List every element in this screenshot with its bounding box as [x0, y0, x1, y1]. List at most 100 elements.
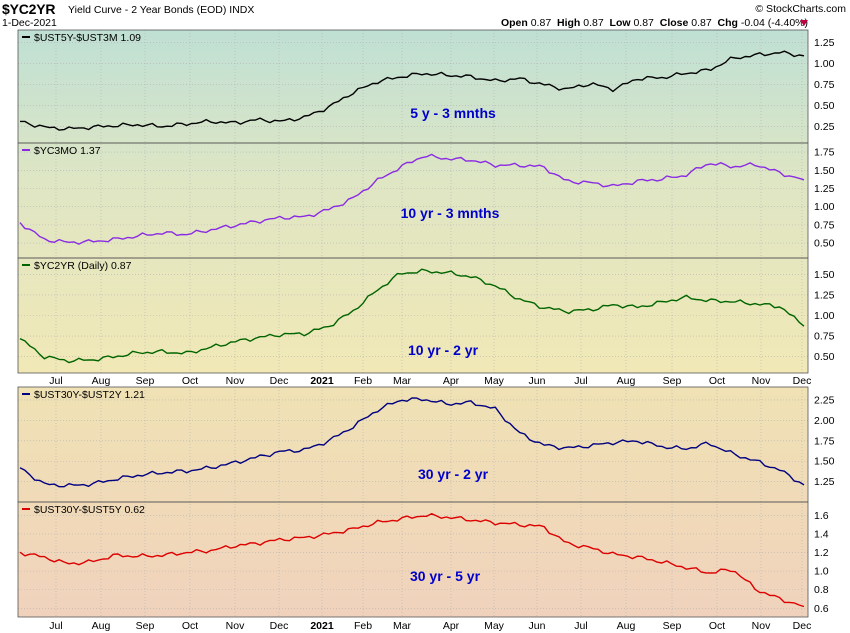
y-tick-label: 1.25 — [814, 289, 835, 301]
chart-subtitle: Yield Curve - 2 Year Bonds (EOD) INDX — [68, 4, 254, 16]
y-tick-label: 2.00 — [814, 415, 835, 427]
high-value: 0.87 — [583, 17, 604, 29]
x-tick-label: Nov — [226, 620, 245, 632]
low-label: Low — [609, 17, 631, 29]
series-line — [19, 513, 805, 608]
y-tick-label: 0.50 — [814, 351, 835, 363]
x-tick-label: Feb — [354, 375, 372, 387]
y-tick-label: 1.00 — [814, 58, 835, 70]
chg-value: -0.04 (-4.40%) — [740, 17, 808, 29]
y-tick-label: 1.25 — [814, 476, 835, 488]
x-tick-label: Jul — [574, 375, 587, 387]
x-tick-label: Sep — [663, 375, 682, 387]
series-line — [19, 153, 805, 245]
x-tick-label: Oct — [182, 375, 198, 387]
y-tick-label: 1.6 — [814, 510, 829, 522]
x-tick-label: Apr — [443, 375, 460, 387]
panel-annotation: 10 yr - 2 yr — [408, 342, 479, 358]
x-tick-label: Aug — [617, 375, 636, 387]
close-value: 0.87 — [691, 17, 712, 29]
x-tick-label: Dec — [793, 375, 812, 387]
chart-date: 1-Dec-2021 — [2, 17, 57, 29]
brand-watermark: © StockCharts.com — [755, 3, 846, 15]
x-tick-label: Jul — [574, 620, 587, 632]
x-tick-label: Oct — [709, 375, 725, 387]
x-tick-label: Aug — [617, 620, 636, 632]
y-tick-label: 0.75 — [814, 79, 835, 91]
x-tick-label: 2021 — [310, 375, 334, 387]
chart-header: $YC2YR Yield Curve - 2 Year Bonds (EOD) … — [0, 0, 850, 30]
panel-frame — [17, 257, 809, 374]
y-tick-label: 1.25 — [814, 183, 835, 195]
x-tick-label: Jul — [49, 375, 62, 387]
x-tick-label: Sep — [663, 620, 682, 632]
legend-label: $YC3MO 1.37 — [34, 145, 101, 157]
x-tick-label: Feb — [354, 620, 372, 632]
y-tick-label: 0.75 — [814, 219, 835, 231]
y-tick-label: 1.75 — [814, 147, 835, 159]
x-tick-label: Nov — [752, 620, 771, 632]
y-tick-label: 1.50 — [814, 269, 835, 281]
close-label: Close — [659, 17, 689, 29]
open-label: Open — [500, 17, 528, 29]
panel-frame — [17, 501, 809, 618]
y-tick-label: 1.50 — [814, 456, 835, 468]
subtitle-text: Yield Curve - 2 Year Bonds (EOD) — [68, 4, 227, 16]
exchange-label: INDX — [229, 4, 255, 16]
x-tick-label: 2021 — [310, 620, 334, 632]
x-tick-label: Nov — [226, 375, 245, 387]
low-value: 0.87 — [633, 17, 654, 29]
panel-annotation: 30 yr - 5 yr — [410, 568, 481, 584]
y-tick-label: 1.2 — [814, 547, 829, 559]
top-panel-background — [18, 30, 808, 373]
y-tick-label: 1.0 — [814, 566, 829, 578]
y-tick-label: 1.4 — [814, 528, 829, 540]
legend-label: $UST30Y-$UST2Y 1.21 — [34, 389, 145, 401]
panel-annotation: 30 yr - 2 yr — [418, 466, 489, 482]
chg-label: Chg — [717, 17, 738, 29]
x-tick-label: Mar — [393, 620, 412, 632]
y-tick-label: 0.50 — [814, 238, 835, 250]
x-tick-label: Mar — [393, 375, 412, 387]
x-tick-label: May — [484, 620, 505, 632]
x-tick-label: Jun — [529, 375, 546, 387]
series-line — [19, 268, 805, 364]
x-tick-label: Sep — [136, 375, 155, 387]
y-tick-label: 2.25 — [814, 394, 835, 406]
ticker-symbol: $YC2YR — [2, 1, 56, 17]
x-tick-label: Jun — [529, 620, 546, 632]
open-value: 0.87 — [530, 17, 552, 29]
y-tick-label: 1.00 — [814, 201, 835, 213]
legend-label: $YC2YR (Daily) 0.87 — [34, 260, 132, 272]
legend-label: $UST30Y-$UST5Y 0.62 — [34, 504, 145, 516]
y-tick-label: 1.75 — [814, 435, 835, 447]
ohlc-readout: Open 0.87 High 0.87 Low 0.87 Close 0.87 … — [501, 17, 808, 29]
y-tick-label: 0.25 — [814, 121, 835, 133]
y-tick-label: 1.50 — [814, 165, 835, 177]
panel-annotation: 10 yr - 3 mnths — [401, 205, 500, 221]
x-tick-label: Dec — [793, 620, 812, 632]
x-tick-label: Aug — [92, 620, 111, 632]
x-tick-label: Aug — [92, 375, 111, 387]
y-tick-label: 0.6 — [814, 603, 829, 615]
x-tick-label: Dec — [270, 620, 289, 632]
x-tick-label: Oct — [709, 620, 725, 632]
y-tick-label: 0.75 — [814, 331, 835, 343]
x-tick-label: Jul — [49, 620, 62, 632]
x-tick-label: Sep — [136, 620, 155, 632]
x-tick-label: May — [484, 375, 505, 387]
panel-annotation: 5 y - 3 mnths — [410, 105, 496, 121]
legend-label: $UST5Y-$UST3M 1.09 — [34, 32, 141, 44]
y-tick-label: 0.50 — [814, 100, 835, 112]
series-line — [20, 50, 805, 131]
x-tick-label: Apr — [443, 620, 460, 632]
x-tick-label: Oct — [182, 620, 198, 632]
y-tick-label: 1.25 — [814, 37, 835, 49]
high-label: High — [557, 17, 581, 29]
y-tick-label: 1.00 — [814, 310, 835, 322]
down-arrow-icon — [800, 20, 808, 26]
y-tick-label: 0.8 — [814, 584, 829, 596]
x-tick-label: Nov — [752, 375, 771, 387]
x-tick-label: Dec — [270, 375, 289, 387]
series-line — [19, 397, 805, 488]
